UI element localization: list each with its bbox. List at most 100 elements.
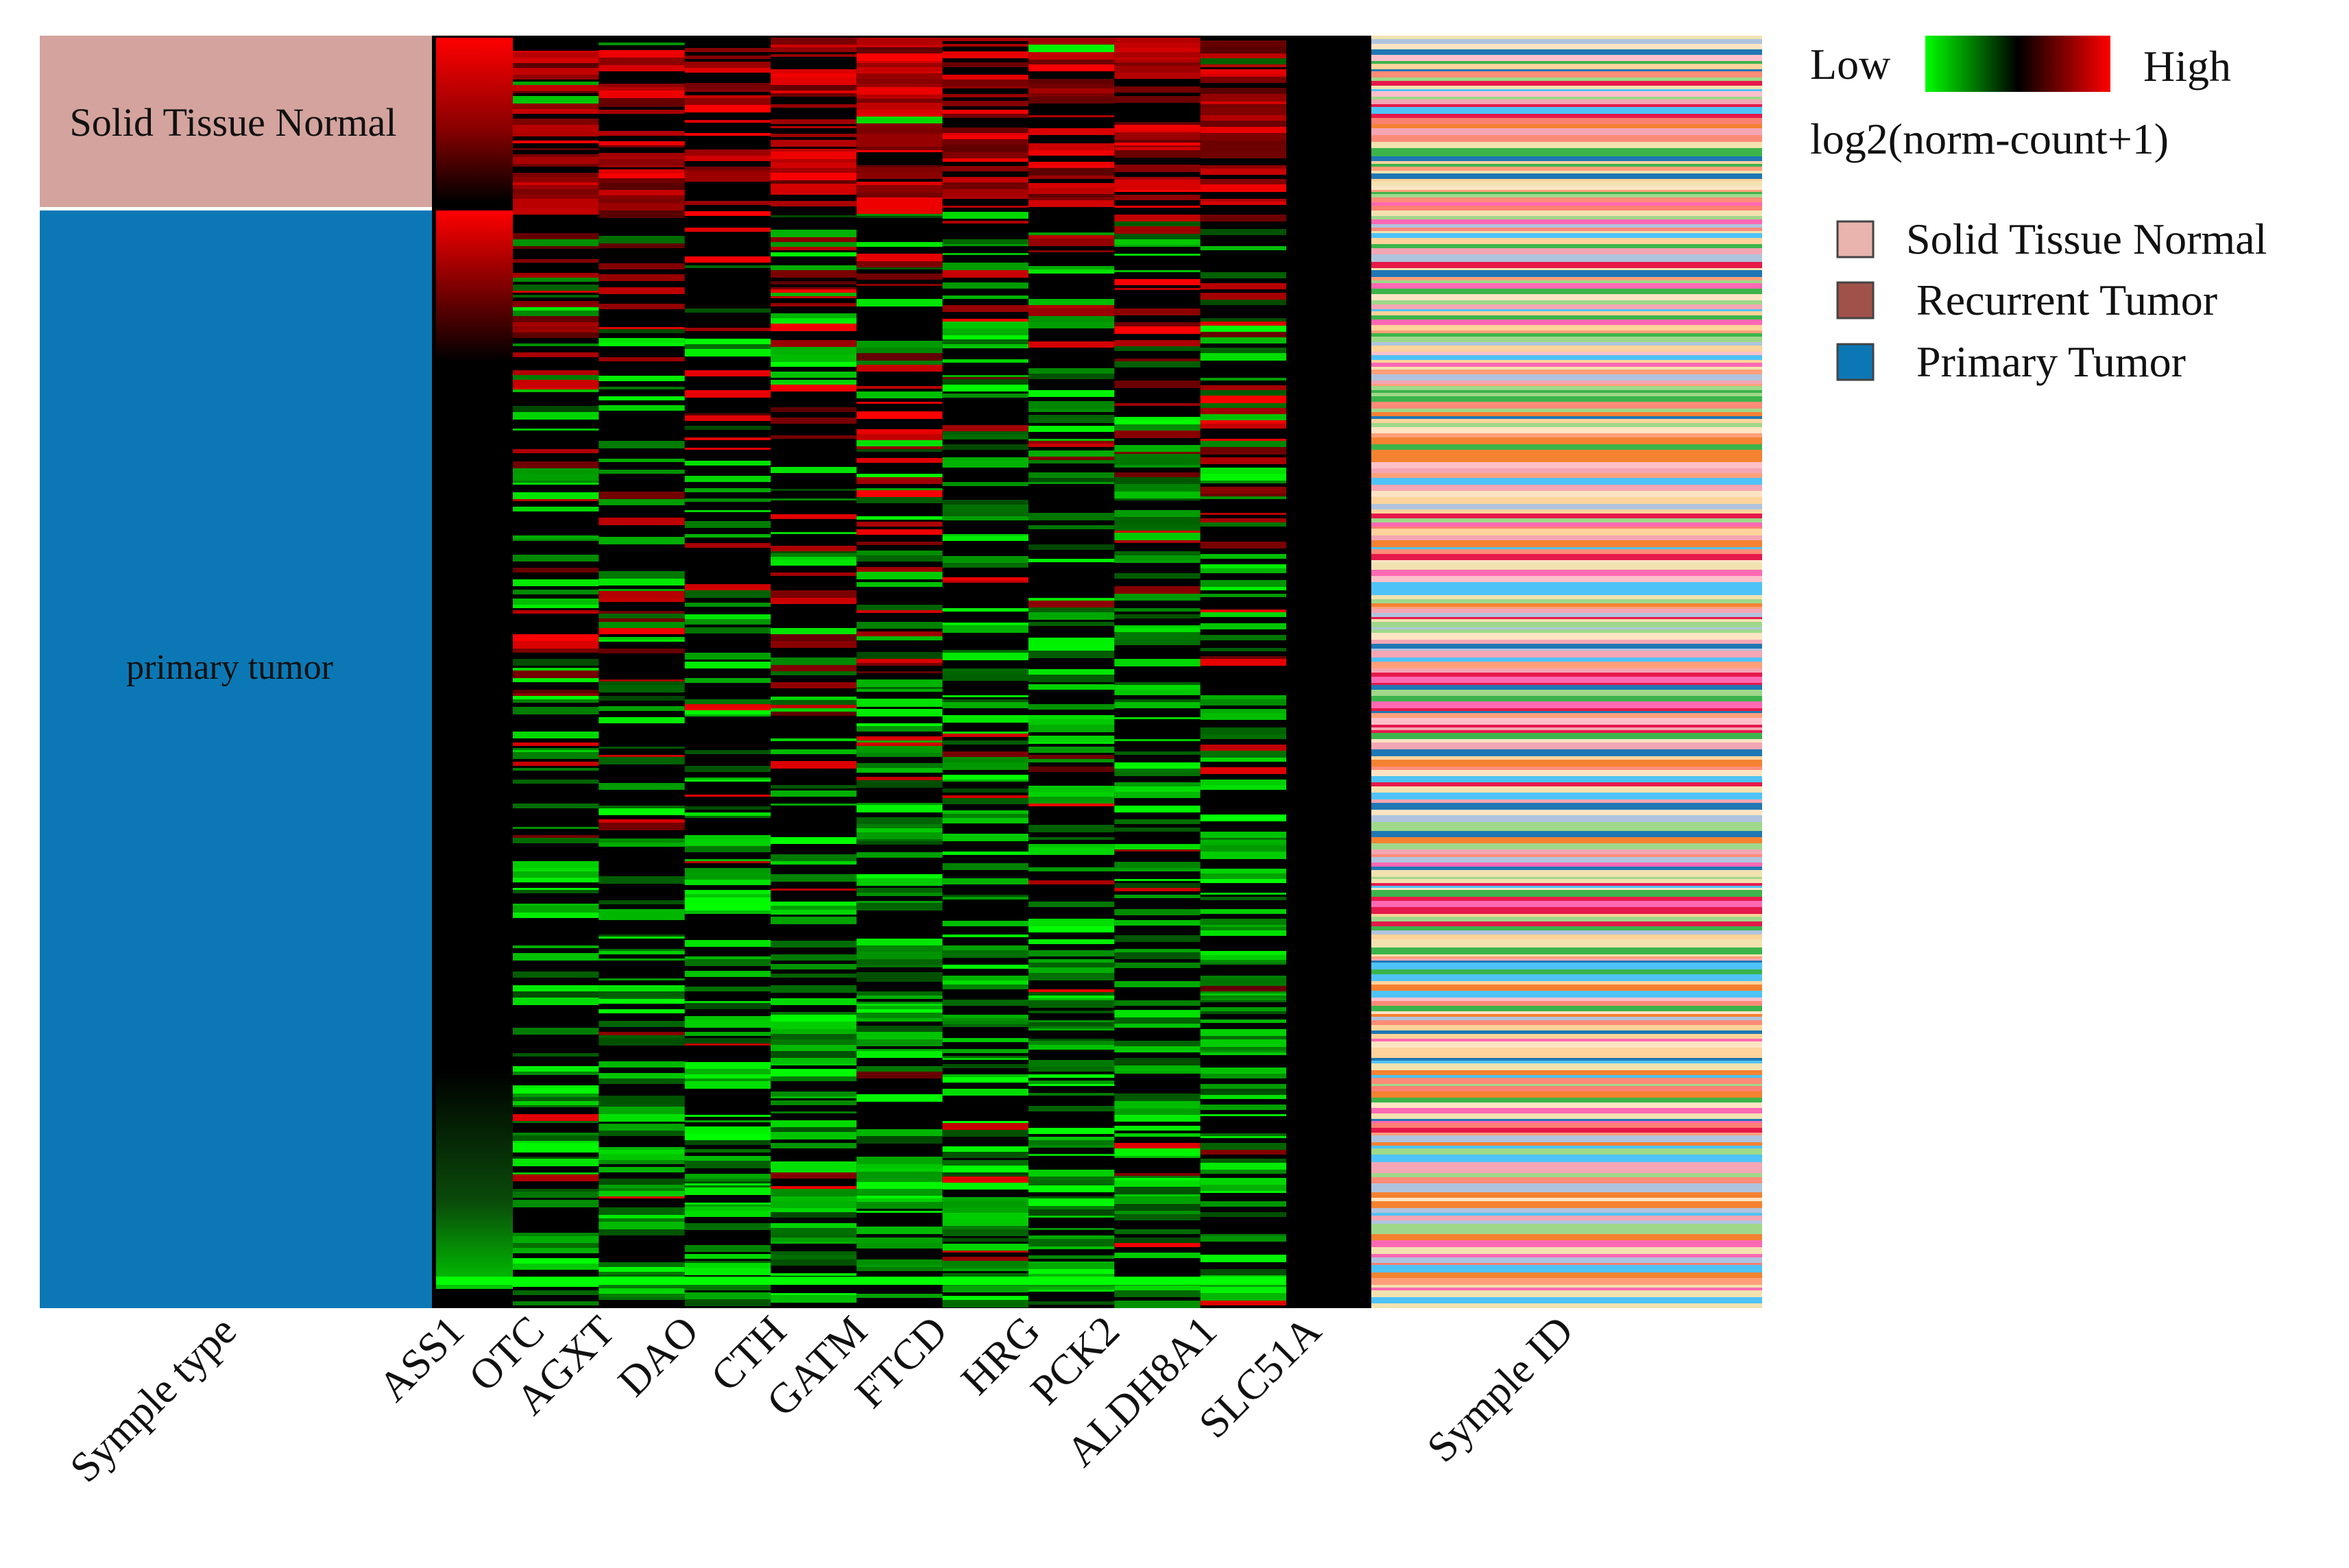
heatmap-cell <box>942 985 1028 989</box>
heatmap-cell <box>599 997 685 999</box>
heatmap-cell <box>1114 96 1201 103</box>
heatmap-cell <box>1114 531 1201 533</box>
sample-id-stripe <box>1371 863 1762 867</box>
heatmap-cell <box>513 904 599 906</box>
sample-id-stripe <box>1371 280 1762 283</box>
heatmap-cell <box>771 281 857 285</box>
heatmap-cell <box>599 1294 685 1297</box>
heatmap-cell <box>856 763 943 768</box>
heatmap-cell <box>599 304 685 309</box>
heatmap-cell <box>599 599 685 602</box>
heatmap-cell <box>771 45 857 47</box>
heatmap-cell <box>513 871 599 878</box>
heatmap-cell <box>599 706 685 711</box>
heatmap-cell <box>942 980 1028 985</box>
heatmap-cell <box>1028 1045 1115 1050</box>
heatmap-cell <box>599 876 685 884</box>
heatmap-cell <box>513 913 599 918</box>
heatmap-cell <box>513 154 599 157</box>
heatmap-cell <box>1114 1010 1201 1017</box>
category-legend: Solid Tissue Normal Recurrent Tumor Prim… <box>1836 215 2267 386</box>
heatmap-cell <box>856 952 943 959</box>
heatmap-cell <box>513 827 599 829</box>
sample-id-stripe <box>1371 433 1762 437</box>
heatmap-cell <box>684 1140 771 1145</box>
heatmap-cell <box>856 663 943 666</box>
heatmap-cell <box>599 203 685 210</box>
scale-low-label: Low <box>1810 40 1890 88</box>
heatmap-cell <box>1200 925 1286 927</box>
heatmap-cell <box>1200 587 1286 590</box>
heatmap-cell <box>513 449 599 453</box>
heatmap-cell <box>1028 684 1115 690</box>
heatmap-cell <box>1114 625 1201 627</box>
heatmap-cell <box>771 917 857 924</box>
heatmap-cell <box>1200 699 1286 705</box>
heatmap-cell <box>1028 1246 1115 1249</box>
heatmap-cell <box>684 1016 771 1020</box>
heatmap-cell <box>599 537 685 544</box>
heatmap-cell <box>1200 487 1286 494</box>
heatmap-cell <box>942 1177 1028 1183</box>
sample-id-stripe <box>1371 570 1762 576</box>
sample-id-stripe <box>1371 1303 1762 1308</box>
sample-id-stripe <box>1371 396 1762 402</box>
sample-id-stripe <box>1371 450 1762 456</box>
heatmap-cell <box>1200 734 1286 739</box>
heatmap-cell <box>856 1129 943 1136</box>
heatmap-cell <box>513 208 599 215</box>
heatmap-cell <box>1028 1262 1115 1264</box>
heatmap-cell <box>1028 426 1115 432</box>
heatmap-cell <box>1200 64 1286 67</box>
heatmap-cell <box>684 584 771 590</box>
heatmap-cell <box>684 1081 771 1089</box>
heatmap-cell <box>771 159 857 162</box>
heatmap-cell <box>513 343 599 346</box>
heatmap-cell <box>684 795 771 797</box>
heatmap-cell <box>684 861 771 863</box>
heatmap-cell <box>513 1028 599 1035</box>
heatmap-cell <box>856 1172 943 1179</box>
heatmap-cell <box>942 1049 1028 1053</box>
heatmap-cell <box>856 1265 943 1267</box>
heatmap-cell <box>684 859 771 861</box>
heatmap-cell <box>513 539 599 541</box>
sample-id-stripe <box>1371 224 1762 228</box>
heatmap-cell <box>599 1272 685 1275</box>
sample-id-stripe <box>1371 756 1762 760</box>
heatmap-cell <box>771 590 857 598</box>
heatmap-cell <box>1028 1290 1115 1292</box>
heatmap-cell <box>513 1088 599 1094</box>
heatmap-cell <box>1028 478 1115 482</box>
sample-id-stripe <box>1371 107 1762 114</box>
heatmap-cell <box>513 295 599 298</box>
heatmap-cell <box>599 1218 685 1222</box>
heatmap-cell <box>684 413 771 415</box>
heatmap-cell <box>942 945 1028 950</box>
sample-id-stripe <box>1371 142 1762 148</box>
heatmap-cell <box>942 512 1028 516</box>
sample-id-stripe <box>1371 662 1762 668</box>
heatmap-cell <box>513 985 599 991</box>
heatmap-cell <box>856 832 943 839</box>
sample-id-stripe <box>1371 1142 1762 1146</box>
heatmap-cell <box>1114 458 1201 465</box>
heatmap-cell <box>856 679 943 687</box>
sample-id-stripe <box>1371 1155 1762 1157</box>
sample-id-stripe <box>1371 1240 1762 1247</box>
heatmap-cell <box>771 906 857 910</box>
heatmap-cell <box>513 610 599 614</box>
heatmap-cell <box>1028 1028 1115 1030</box>
heatmap-cell <box>684 1263 771 1268</box>
heatmap-cell <box>599 1114 685 1122</box>
sample-id-stripe <box>1371 560 1762 563</box>
heatmap-cell <box>942 180 1028 182</box>
heatmap-cell <box>684 1003 771 1009</box>
heatmap-cell <box>856 746 943 753</box>
heatmap-cell <box>599 236 685 243</box>
heatmap-cell <box>1114 1176 1201 1178</box>
sample-id-stripe <box>1371 238 1762 244</box>
heatmap-cell <box>513 953 599 961</box>
heatmap-cell <box>513 599 599 605</box>
sample-id-stripe <box>1371 1086 1762 1091</box>
